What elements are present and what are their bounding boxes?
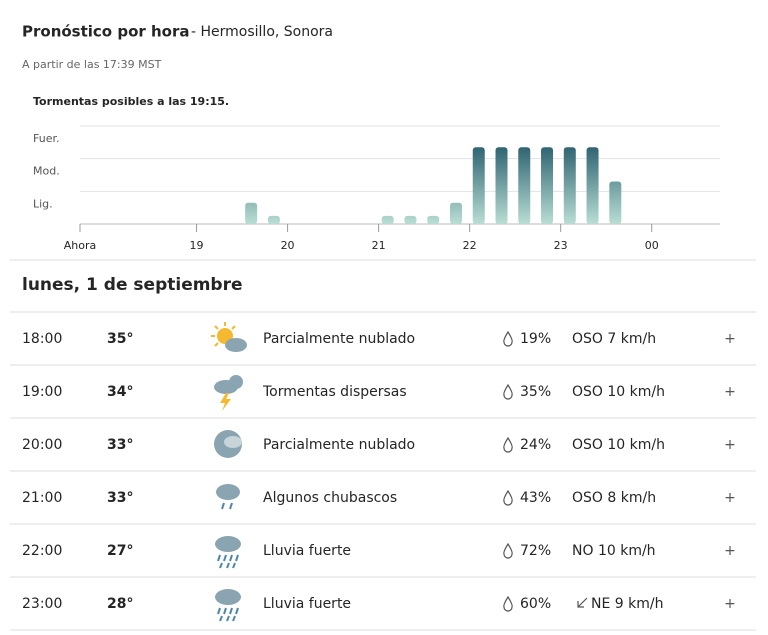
- row-precip: 35%: [520, 384, 551, 400]
- row-temp: 34°: [107, 384, 133, 400]
- icon-showers: [216, 484, 240, 510]
- y-tick-label: Mod.: [33, 165, 60, 178]
- expand-button[interactable]: +: [724, 490, 736, 506]
- bar: [541, 147, 554, 224]
- row-precip: 72%: [520, 543, 551, 559]
- row-precip: 60%: [520, 596, 551, 612]
- drop-icon: [503, 436, 513, 453]
- x-tick-label: 23: [554, 239, 568, 252]
- y-tick-label: Fuer.: [33, 132, 59, 145]
- day-title: lunes, 1 de septiembre: [22, 275, 243, 295]
- icon-moon-cloud: [214, 430, 242, 458]
- row-condition: Algunos chubascos: [263, 490, 397, 506]
- bar: [404, 215, 417, 224]
- expand-button[interactable]: +: [724, 596, 736, 612]
- icon-heavy-rain: [215, 536, 241, 569]
- location: - Hermosillo, Sonora: [191, 24, 333, 40]
- drop-icon: [503, 542, 513, 559]
- row-wind: OSO 10 km/h: [572, 437, 665, 453]
- row-condition: Tormentas dispersas: [262, 384, 407, 400]
- row-time: 20:00: [22, 437, 62, 453]
- expand-button[interactable]: +: [724, 384, 736, 400]
- drop-icon: [503, 489, 513, 506]
- x-tick-label: 22: [463, 239, 477, 252]
- bar: [245, 202, 258, 224]
- bar: [609, 181, 622, 224]
- x-tick-label: Ahora: [64, 239, 97, 252]
- drop-icon: [503, 595, 513, 612]
- row-temp: 33°: [107, 437, 133, 453]
- bar: [563, 147, 576, 224]
- row-temp: 27°: [107, 543, 133, 559]
- expand-button[interactable]: +: [724, 437, 736, 453]
- x-tick-label: 20: [281, 239, 295, 252]
- row-wind: OSO 7 km/h: [572, 331, 656, 347]
- row-precip: 24%: [520, 437, 551, 453]
- updated: A partir de las 17:39 MST: [22, 58, 162, 71]
- row-wind: NE 9 km/h: [591, 596, 663, 612]
- expand-button[interactable]: +: [724, 543, 736, 559]
- bar: [518, 147, 531, 224]
- bar: [427, 215, 440, 224]
- row-condition: Parcialmente nublado: [263, 331, 415, 347]
- bar: [449, 202, 462, 224]
- bar: [381, 215, 394, 224]
- y-tick-label: Lig.: [33, 197, 53, 210]
- expand-button[interactable]: +: [724, 331, 736, 347]
- icon-partly-cloudy: [211, 322, 247, 352]
- wind-arrow: [577, 597, 588, 608]
- bar: [267, 215, 280, 224]
- x-tick-label: 00: [645, 239, 659, 252]
- bar: [472, 147, 485, 224]
- row-condition: Lluvia fuerte: [263, 596, 351, 612]
- x-tick-label: 21: [372, 239, 386, 252]
- row-wind: NO 10 km/h: [572, 543, 656, 559]
- row-wind: OSO 10 km/h: [572, 384, 665, 400]
- row-wind: OSO 8 km/h: [572, 490, 656, 506]
- icon-heavy-rain: [215, 589, 241, 622]
- page-title: Pronóstico por hora: [22, 23, 190, 41]
- row-condition: Lluvia fuerte: [263, 543, 351, 559]
- row-condition: Parcialmente nublado: [263, 437, 415, 453]
- row-time: 18:00: [22, 331, 62, 347]
- row-time: 19:00: [22, 384, 62, 400]
- row-precip: 19%: [520, 331, 551, 347]
- icon-storms: [214, 375, 243, 411]
- row-time: 23:00: [22, 596, 62, 612]
- bar: [495, 147, 508, 224]
- chart-title: Tormentas posibles a las 19:15.: [33, 95, 229, 108]
- x-tick-label: 19: [190, 239, 204, 252]
- row-temp: 28°: [107, 596, 133, 612]
- drop-icon: [503, 330, 513, 347]
- row-temp: 35°: [107, 331, 133, 347]
- bar: [586, 147, 599, 224]
- row-precip: 43%: [520, 490, 551, 506]
- row-time: 22:00: [22, 543, 62, 559]
- drop-icon: [503, 383, 513, 400]
- row-temp: 33°: [107, 490, 133, 506]
- row-time: 21:00: [22, 490, 62, 506]
